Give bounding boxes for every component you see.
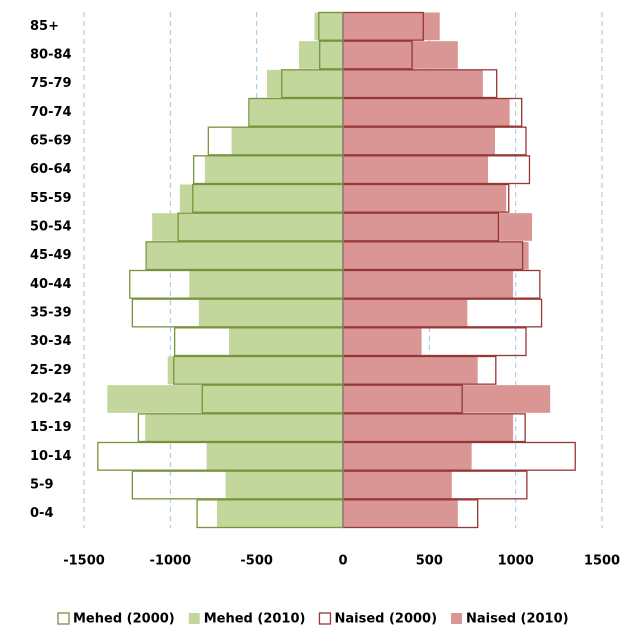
x-tick-label: -1500	[63, 554, 105, 569]
bar	[343, 69, 483, 98]
x-tick-label: 0	[338, 554, 347, 569]
bar	[229, 327, 343, 356]
y-tick-label: 10-14	[30, 449, 72, 464]
x-tick-label: -1000	[150, 554, 192, 569]
bar	[216, 499, 343, 528]
bar	[343, 413, 514, 442]
y-tick-label: 40-44	[30, 277, 72, 292]
y-tick-label: 80-84	[30, 48, 72, 63]
y-tick-label: 45-49	[30, 248, 72, 263]
bar	[298, 41, 343, 69]
bar	[343, 155, 489, 184]
y-tick-label: 0-4	[30, 506, 54, 521]
bar	[249, 98, 343, 127]
bar	[152, 213, 343, 241]
bar	[145, 413, 343, 442]
x-tick-label: 500	[416, 554, 443, 569]
y-tick-label: 20-24	[30, 392, 72, 407]
y-tick-label: 70-74	[30, 105, 72, 120]
x-tick-label: 1500	[584, 554, 620, 569]
y-tick-label: 5-9	[30, 478, 54, 493]
bar	[147, 241, 343, 270]
bar	[267, 69, 343, 98]
legend-label: Mehed (2000)	[73, 612, 175, 627]
y-tick-label: 55-59	[30, 191, 72, 206]
bar	[343, 127, 495, 155]
bar	[343, 471, 452, 499]
bar	[343, 442, 472, 471]
bar	[343, 184, 507, 213]
legend-label: Naised (2000)	[334, 612, 437, 627]
bar	[343, 213, 533, 241]
bar	[343, 356, 478, 385]
bar	[343, 499, 458, 528]
y-tick-label: 35-39	[30, 306, 72, 321]
x-tick-label: 1000	[498, 554, 534, 569]
legend-swatch	[57, 612, 70, 625]
bar	[225, 471, 343, 499]
bar	[343, 327, 422, 356]
y-tick-label: 85+	[30, 19, 59, 34]
bar	[343, 241, 529, 270]
y-tick-label: 30-34	[30, 334, 72, 349]
bar	[198, 299, 343, 327]
bar	[343, 12, 440, 41]
legend-label: Mehed (2010)	[204, 612, 306, 627]
legend-swatch	[451, 613, 463, 624]
y-tick-label: 50-54	[30, 220, 72, 235]
y-tick-label: 75-79	[30, 76, 72, 91]
legend-swatch	[318, 612, 332, 625]
y-tick-label: 65-69	[30, 134, 72, 149]
bar	[343, 299, 468, 327]
y-tick-label: 15-19	[30, 420, 72, 435]
y-tick-label: 25-29	[30, 363, 72, 378]
bar	[343, 41, 458, 69]
bar	[343, 385, 551, 413]
legend-label: Naised (2010)	[466, 612, 569, 627]
bar	[231, 127, 343, 155]
bar	[107, 385, 343, 413]
bar	[343, 98, 510, 127]
x-tick-label: -500	[240, 554, 273, 569]
bar	[189, 270, 343, 299]
y-tick-label: 60-64	[30, 162, 72, 177]
legend-swatch	[188, 613, 200, 624]
bar	[204, 155, 343, 184]
bar	[179, 184, 343, 213]
bar	[343, 270, 514, 299]
bar	[167, 356, 343, 385]
bar	[206, 442, 343, 471]
